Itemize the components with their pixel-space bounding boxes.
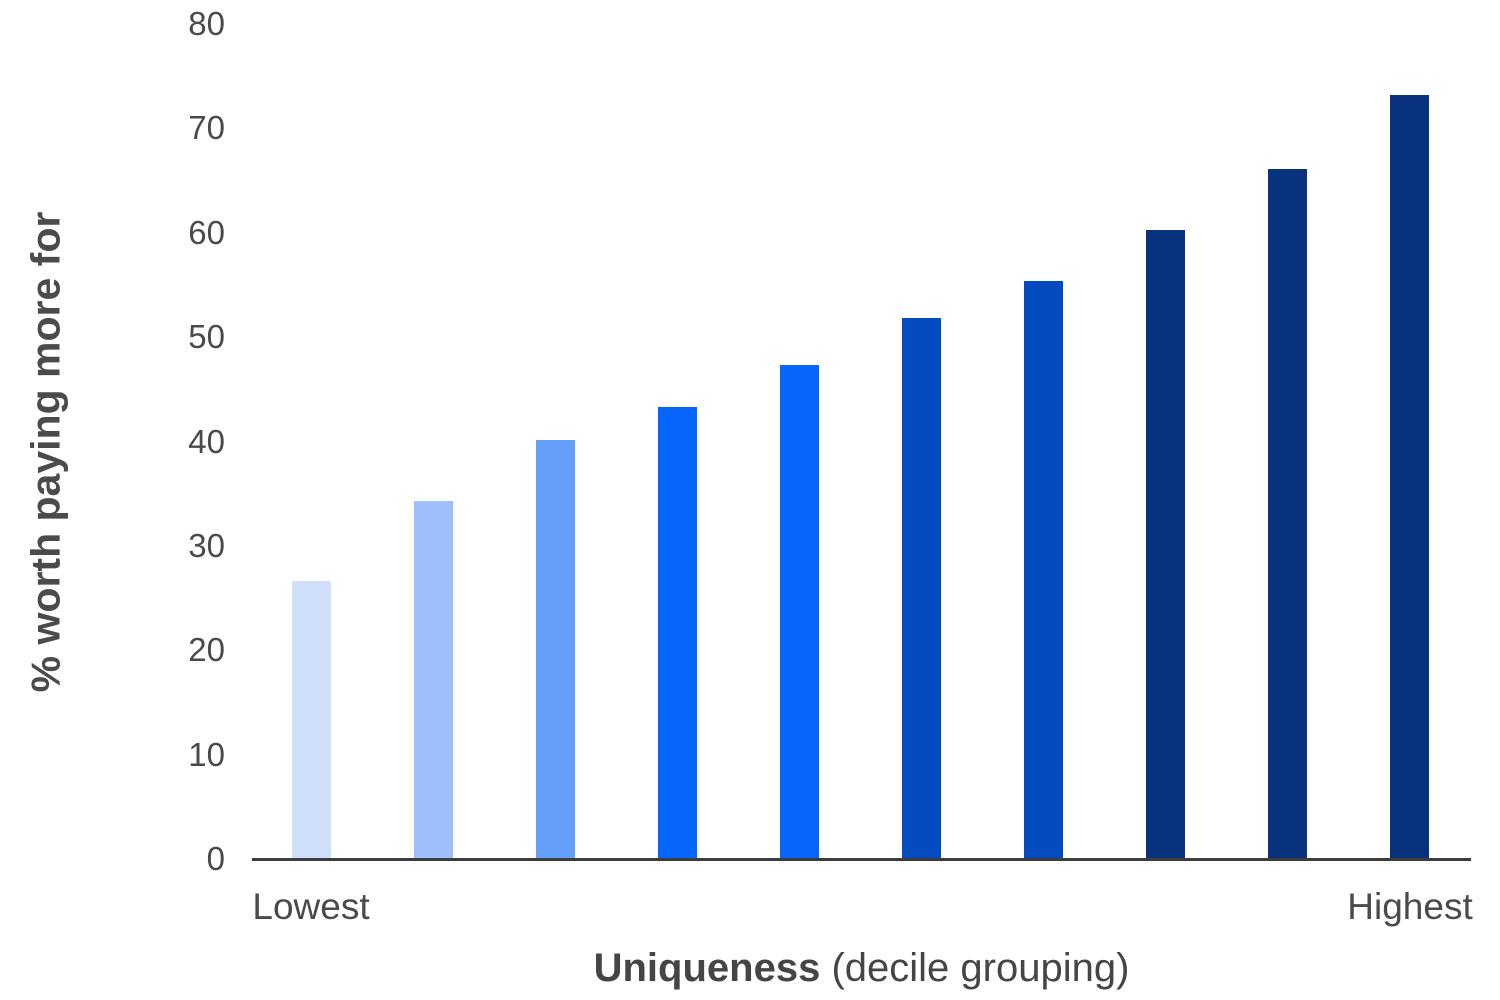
y-tick-label: 60: [188, 213, 225, 251]
bar-decile-7: [1024, 280, 1064, 860]
x-axis-title-regular: (decile grouping): [820, 946, 1130, 990]
y-tick-label: 20: [188, 631, 225, 669]
bar-decile-9: [1268, 169, 1308, 860]
y-tick-label: 30: [188, 527, 225, 565]
bar-decile-8: [1146, 229, 1186, 860]
y-tick-label: 10: [188, 735, 225, 773]
y-tick-label: 80: [188, 5, 225, 43]
bar-decile-4: [657, 407, 697, 860]
bar-decile-5: [779, 365, 819, 860]
bar-decile-3: [535, 440, 575, 860]
bar-decile-6: [902, 318, 941, 860]
x-axis-label-highest: Highest: [1347, 886, 1473, 927]
bar-decile-2: [413, 500, 453, 860]
y-tick-label: 50: [188, 318, 225, 356]
y-tick-label: 70: [188, 109, 225, 147]
x-axis-label-lowest: Lowest: [252, 886, 370, 927]
bar-decile-1: [291, 581, 331, 860]
plot-area: [252, 25, 1471, 860]
x-axis-title-bold: Uniqueness: [593, 946, 821, 990]
y-tick-label: 0: [206, 840, 225, 878]
y-tick-label: 40: [188, 422, 225, 460]
x-axis-title: Uniqueness (decile grouping): [252, 946, 1471, 991]
x-axis-line: [252, 858, 1471, 861]
y-axis-tick-labels: 0 10 20 30 40 50 60 70 80: [0, 5, 225, 877]
bar-decile-10: [1390, 94, 1430, 860]
